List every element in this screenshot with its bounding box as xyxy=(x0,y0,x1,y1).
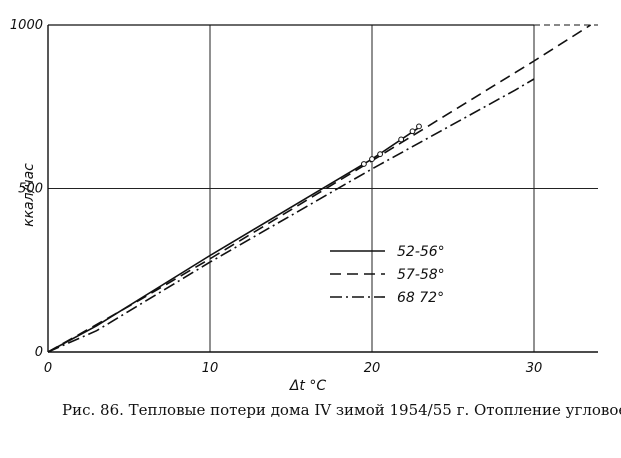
series-line-1 xyxy=(47,125,422,353)
y-tick-label: 500 xyxy=(18,182,43,197)
legend: 52-56° 57-58° 68 72° xyxy=(330,244,445,306)
figure-caption: Рис. 86. Тепловые потери дома IV зимой 1… xyxy=(62,401,621,419)
series-line-2 xyxy=(47,24,592,353)
x-axis-label: Δt °C xyxy=(289,378,327,394)
y-tick-label: 1000 xyxy=(10,18,43,33)
x-tick-label: 30 xyxy=(526,361,543,376)
x-tick-label: 10 xyxy=(202,361,219,376)
data-point xyxy=(361,161,367,167)
data-point xyxy=(369,156,375,162)
series-line-3 xyxy=(47,78,535,353)
y-tick-label: 0 xyxy=(35,345,43,360)
data-point xyxy=(398,136,405,143)
y-axis-label: ккал/час xyxy=(21,163,37,227)
axes xyxy=(47,24,598,353)
x-tick-label: 0 xyxy=(44,361,52,376)
data-points xyxy=(361,123,422,167)
legend-label-1: 52-56° xyxy=(397,244,445,260)
legend-label-2: 57-58° xyxy=(397,267,445,283)
data-point xyxy=(416,123,422,130)
data-point xyxy=(409,128,416,135)
x-tick-label: 20 xyxy=(364,361,381,376)
legend-label-3: 68 72° xyxy=(397,290,444,306)
chart: 0 10 20 30 0 500 1000 ккал/час Δt °C 52-56° 57-… xyxy=(10,18,598,394)
series-group xyxy=(47,24,592,353)
tick-labels: 0 10 20 30 0 500 1000 xyxy=(10,18,542,376)
data-point xyxy=(377,151,384,158)
